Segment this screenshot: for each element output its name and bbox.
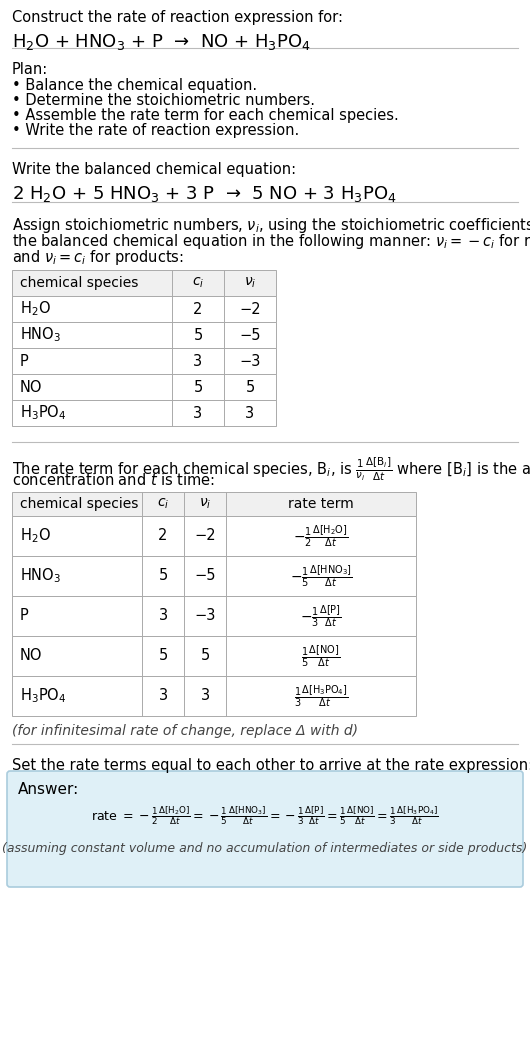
- Bar: [12, 400, 276, 426]
- Text: Plan:: Plan:: [12, 63, 48, 77]
- Text: 3: 3: [158, 689, 167, 703]
- Text: 2: 2: [193, 301, 202, 317]
- Text: 3: 3: [245, 405, 254, 421]
- Text: $c_i$: $c_i$: [157, 497, 169, 512]
- Text: (assuming constant volume and no accumulation of intermediates or side products): (assuming constant volume and no accumul…: [2, 842, 528, 855]
- Text: Write the balanced chemical equation:: Write the balanced chemical equation:: [12, 162, 296, 177]
- Text: −5: −5: [239, 327, 261, 343]
- Text: H$_2$O + HNO$_3$ + P  →  NO + H$_3$PO$_4$: H$_2$O + HNO$_3$ + P → NO + H$_3$PO$_4$: [12, 32, 311, 52]
- Text: $\nu_i$: $\nu_i$: [244, 276, 256, 291]
- Text: (for infinitesimal rate of change, replace Δ with d): (for infinitesimal rate of change, repla…: [12, 724, 358, 738]
- Text: HNO$_3$: HNO$_3$: [20, 567, 61, 586]
- Text: 5: 5: [245, 379, 254, 395]
- Bar: [12, 516, 416, 556]
- Text: Answer:: Answer:: [18, 782, 80, 797]
- Text: $\frac{1}{3}\frac{\Delta[\mathrm{H_3PO_4}]}{\Delta t}$: $\frac{1}{3}\frac{\Delta[\mathrm{H_3PO_4…: [294, 684, 348, 709]
- Text: H$_3$PO$_4$: H$_3$PO$_4$: [20, 403, 66, 422]
- Text: 5: 5: [200, 648, 210, 664]
- Text: 5: 5: [193, 379, 202, 395]
- Text: Assign stoichiometric numbers, $\nu_i$, using the stoichiometric coefficients, $: Assign stoichiometric numbers, $\nu_i$, …: [12, 216, 530, 235]
- Text: and $\nu_i = c_i$ for products:: and $\nu_i = c_i$ for products:: [12, 248, 184, 267]
- Text: P: P: [20, 609, 29, 623]
- Text: H$_3$PO$_4$: H$_3$PO$_4$: [20, 687, 66, 705]
- Text: −5: −5: [195, 569, 216, 584]
- Text: the balanced chemical equation in the following manner: $\nu_i = -c_i$ for react: the balanced chemical equation in the fo…: [12, 232, 530, 251]
- Bar: [12, 270, 276, 296]
- Text: $\nu_i$: $\nu_i$: [199, 497, 211, 512]
- Text: • Determine the stoichiometric numbers.: • Determine the stoichiometric numbers.: [12, 93, 315, 108]
- Bar: [12, 556, 416, 596]
- Bar: [12, 636, 416, 676]
- Bar: [12, 676, 416, 716]
- Text: 3: 3: [158, 609, 167, 623]
- Text: −2: −2: [239, 301, 261, 317]
- Text: chemical species: chemical species: [20, 276, 138, 290]
- Text: 3: 3: [193, 405, 202, 421]
- Bar: [12, 296, 276, 322]
- Text: NO: NO: [20, 648, 42, 664]
- Text: 5: 5: [158, 648, 167, 664]
- Text: rate term: rate term: [288, 497, 354, 511]
- Text: Construct the rate of reaction expression for:: Construct the rate of reaction expressio…: [12, 10, 343, 25]
- Text: 2 H$_2$O + 5 HNO$_3$ + 3 P  →  5 NO + 3 H$_3$PO$_4$: 2 H$_2$O + 5 HNO$_3$ + 3 P → 5 NO + 3 H$…: [12, 184, 397, 204]
- Text: $-\frac{1}{2}\frac{\Delta[\mathrm{H_2O}]}{\Delta t}$: $-\frac{1}{2}\frac{\Delta[\mathrm{H_2O}]…: [293, 523, 349, 549]
- Text: The rate term for each chemical species, B$_i$, is $\frac{1}{\nu_i}\frac{\Delta[: The rate term for each chemical species,…: [12, 456, 530, 483]
- Text: $c_i$: $c_i$: [192, 276, 204, 291]
- Text: Set the rate terms equal to each other to arrive at the rate expression:: Set the rate terms equal to each other t…: [12, 758, 530, 773]
- Text: NO: NO: [20, 379, 42, 395]
- Text: −2: −2: [194, 528, 216, 544]
- Bar: [12, 348, 276, 374]
- Text: H$_2$O: H$_2$O: [20, 526, 51, 545]
- Bar: [12, 374, 276, 400]
- Text: rate $= -\frac{1}{2}\frac{\Delta[\mathrm{H_2O}]}{\Delta t} = -\frac{1}{5}\frac{\: rate $= -\frac{1}{2}\frac{\Delta[\mathrm…: [91, 804, 439, 826]
- Text: 5: 5: [158, 569, 167, 584]
- Text: • Write the rate of reaction expression.: • Write the rate of reaction expression.: [12, 123, 299, 138]
- Text: chemical species: chemical species: [20, 497, 138, 511]
- Text: 5: 5: [193, 327, 202, 343]
- Text: 2: 2: [158, 528, 167, 544]
- Text: • Assemble the rate term for each chemical species.: • Assemble the rate term for each chemic…: [12, 108, 399, 123]
- Text: H$_2$O: H$_2$O: [20, 300, 51, 319]
- Text: $\frac{1}{5}\frac{\Delta[\mathrm{NO}]}{\Delta t}$: $\frac{1}{5}\frac{\Delta[\mathrm{NO}]}{\…: [302, 643, 340, 669]
- Text: $-\frac{1}{3}\frac{\Delta[\mathrm{P}]}{\Delta t}$: $-\frac{1}{3}\frac{\Delta[\mathrm{P}]}{\…: [300, 603, 342, 629]
- Text: $-\frac{1}{5}\frac{\Delta[\mathrm{HNO_3}]}{\Delta t}$: $-\frac{1}{5}\frac{\Delta[\mathrm{HNO_3}…: [290, 563, 352, 589]
- Text: HNO$_3$: HNO$_3$: [20, 326, 61, 344]
- Text: concentration and $t$ is time:: concentration and $t$ is time:: [12, 472, 215, 488]
- Text: • Balance the chemical equation.: • Balance the chemical equation.: [12, 78, 257, 93]
- Bar: [12, 492, 416, 516]
- Text: −3: −3: [195, 609, 216, 623]
- Bar: [12, 596, 416, 636]
- Text: −3: −3: [240, 353, 261, 369]
- Bar: [12, 322, 276, 348]
- Text: 3: 3: [200, 689, 209, 703]
- Text: P: P: [20, 353, 29, 369]
- FancyBboxPatch shape: [7, 771, 523, 887]
- Text: 3: 3: [193, 353, 202, 369]
